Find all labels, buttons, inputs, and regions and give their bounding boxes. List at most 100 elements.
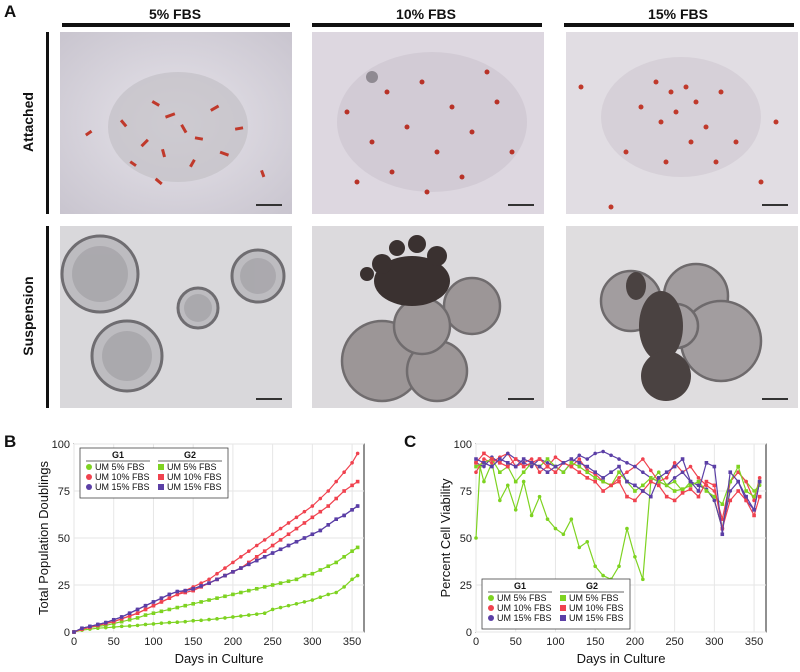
chart-b-data-point (215, 577, 219, 582)
chart-b-data-point (167, 620, 172, 625)
chart-c-data-point (617, 564, 621, 568)
chart-c-data-point (757, 494, 762, 499)
chart-c-data-point (505, 464, 510, 469)
chart-b-data-point (223, 594, 227, 599)
chart-c-data-point (641, 470, 645, 474)
chart-b-data-point (342, 513, 346, 518)
chart-b-data-point (88, 624, 92, 629)
chart-c-data-point (537, 470, 542, 474)
chart-b-data-point (223, 573, 227, 578)
chart-c-legend-marker (560, 605, 566, 611)
chart-c-data-point (672, 498, 677, 503)
chart-b-data-point (127, 624, 132, 628)
chart-c-data-point (648, 476, 653, 480)
chart-b-legend-label: UM 15% FBS (167, 482, 222, 492)
chart-b-data-point (191, 588, 195, 593)
chart-b-data-point (231, 592, 235, 597)
chart-c-data-point (633, 483, 637, 488)
chart-c-data-point (688, 487, 693, 491)
chart-c-data-point (593, 476, 597, 480)
chart-c-x-tick-label: 250 (665, 636, 683, 648)
chart-c-data-point (720, 526, 725, 531)
chart-c-data-point (545, 470, 550, 474)
chart-c-data-point (521, 464, 526, 469)
chart-c-data-point (633, 464, 637, 469)
chart-c-data-point (601, 479, 605, 484)
chart-b-data-point (318, 595, 323, 600)
chart-b-data-point (286, 532, 291, 537)
chart-b-data-point (159, 621, 164, 625)
chart-c-data-point (633, 555, 637, 559)
chart-b-data-point (215, 617, 219, 621)
chart-b-data-point (326, 489, 331, 493)
chart-b-data-point (294, 577, 299, 582)
chart-c-data-point (553, 464, 558, 469)
chart-b-data-point (294, 539, 299, 544)
chart-b-data-point (103, 620, 108, 625)
chart-b-legend-label: UM 10% FBS (95, 472, 150, 482)
chart-b-data-point (191, 618, 195, 623)
chart-b-data-point (199, 600, 203, 604)
chart-c-y-tick-label: 50 (460, 533, 472, 545)
chart-b-data-point (355, 451, 360, 456)
chart-b-data-point (350, 508, 354, 512)
chart-b-data-point (183, 588, 188, 593)
chart-c-data-point (482, 451, 486, 456)
chart-c-x-tick-label: 150 (586, 636, 604, 648)
chart-b-data-point (350, 483, 354, 488)
chart-c-data-point (577, 457, 582, 461)
chart-b-legend-group-title: G2 (184, 450, 196, 460)
chart-b-data-point (254, 612, 259, 616)
chart-c-data-point (505, 483, 510, 488)
chart-b-y-tick-label: 0 (64, 627, 70, 639)
chart-b-data-point (254, 555, 259, 559)
chart-c-data-point (664, 470, 669, 474)
row-label-suspension: Suspension (20, 276, 36, 356)
chart-c-data-point (641, 483, 645, 488)
chart-c-data-point (601, 573, 605, 578)
chart-b-y-tick-label: 75 (58, 486, 70, 498)
chart-b-x-tick-label: 150 (184, 636, 202, 648)
chart-c-data-point (617, 457, 621, 461)
chart-b-data-point (318, 568, 323, 572)
chart-b-data-point (207, 617, 211, 622)
chart-c-data-point (641, 577, 645, 582)
chart-c-data-point (656, 483, 661, 488)
chart-c-data-point (521, 461, 526, 465)
chart-c-legend-label: UM 15% FBS (497, 613, 552, 623)
chart-c-legend-marker (560, 595, 566, 601)
chart-b-data-point (167, 607, 172, 612)
chart-c-data-point (696, 479, 701, 484)
chart-c-data-point (752, 513, 756, 518)
chart-cell-viability: 0 50 100 150 200 250 300 350 0 25 50 75 100 Days in C… (400, 430, 800, 672)
chart-b-data-point (207, 577, 211, 582)
chart-b-data-point (96, 622, 100, 627)
chart-b-data-point (286, 521, 291, 525)
chart-c-data-point (648, 494, 653, 499)
chart-c-data-point (569, 517, 574, 521)
chart-c-data-point (521, 457, 526, 461)
chart-c-legend-marker (488, 615, 494, 621)
chart-c-y-tick-label: 100 (454, 439, 472, 451)
panel-b-letter: B (4, 432, 17, 451)
chart-b-data-point (350, 549, 354, 553)
chart-c-data-point (474, 470, 478, 474)
chart-b-data-point (334, 590, 338, 595)
column-bar-10-fbs (312, 23, 542, 27)
chart-b-data-point (111, 619, 116, 624)
chart-c-data-point (498, 470, 502, 474)
chart-b-data-point (310, 515, 315, 520)
chart-b-data-point (167, 592, 172, 597)
chart-c-data-point (529, 461, 534, 465)
chart-c-data-point (505, 461, 510, 465)
chart-b-data-point (302, 521, 307, 525)
chart-b-data-point (310, 598, 315, 602)
chart-b-data-point (342, 489, 346, 493)
chart-b-data-point (286, 603, 291, 608)
chart-b-data-point (262, 549, 267, 553)
chart-c-data-point (641, 457, 645, 461)
chart-c-data-point (728, 479, 733, 484)
chart-c-legend-box (481, 578, 631, 630)
chart-b-data-point (334, 517, 338, 521)
chart-b-data-point (294, 515, 299, 520)
